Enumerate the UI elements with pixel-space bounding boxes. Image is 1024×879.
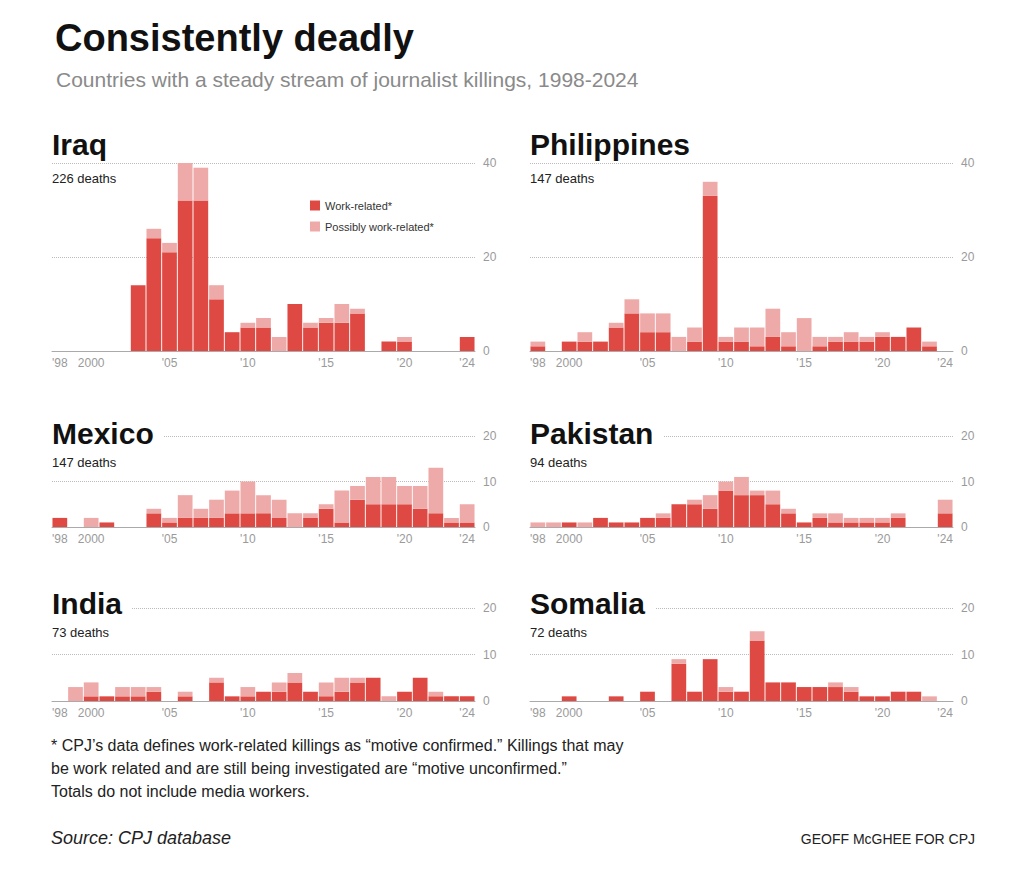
svg-text:'10: '10 — [240, 706, 256, 720]
svg-text:'10: '10 — [240, 356, 256, 370]
svg-text:Totals do not include media wo: Totals do not include media workers. — [51, 783, 310, 800]
svg-text:'15: '15 — [796, 706, 812, 720]
svg-text:20: 20 — [961, 429, 975, 443]
svg-text:'15: '15 — [796, 356, 812, 370]
svg-text:94 deaths: 94 deaths — [530, 455, 588, 470]
svg-text:2000: 2000 — [78, 706, 105, 720]
svg-text:Mexico: Mexico — [52, 417, 154, 450]
svg-text:* CPJ’s data defines work-rela: * CPJ’s data defines work-related killin… — [51, 737, 623, 754]
svg-text:'20: '20 — [875, 356, 891, 370]
svg-text:'98: '98 — [530, 356, 546, 370]
svg-text:'10: '10 — [718, 356, 734, 370]
svg-text:'98: '98 — [530, 532, 546, 546]
svg-text:Somalia: Somalia — [530, 587, 645, 620]
svg-text:Possibly work-related*: Possibly work-related* — [325, 221, 435, 233]
svg-text:'24: '24 — [937, 532, 953, 546]
svg-text:India: India — [52, 587, 122, 620]
svg-text:10: 10 — [483, 475, 497, 489]
svg-text:2000: 2000 — [78, 532, 105, 546]
svg-text:'24: '24 — [937, 356, 953, 370]
svg-text:Work-related*: Work-related* — [325, 200, 393, 212]
svg-text:'20: '20 — [397, 356, 413, 370]
svg-text:73 deaths: 73 deaths — [52, 625, 110, 640]
svg-text:'20: '20 — [875, 532, 891, 546]
svg-text:10: 10 — [961, 648, 975, 662]
svg-text:'20: '20 — [875, 706, 891, 720]
svg-text:2000: 2000 — [556, 356, 583, 370]
svg-text:'05: '05 — [640, 706, 656, 720]
svg-text:147 deaths: 147 deaths — [52, 455, 117, 470]
svg-text:20: 20 — [483, 601, 497, 615]
svg-text:0: 0 — [483, 520, 490, 534]
svg-text:'10: '10 — [718, 706, 734, 720]
svg-text:0: 0 — [483, 344, 490, 358]
svg-text:10: 10 — [961, 475, 975, 489]
svg-text:'05: '05 — [162, 706, 178, 720]
svg-text:'15: '15 — [318, 532, 334, 546]
svg-text:'98: '98 — [530, 706, 546, 720]
svg-text:20: 20 — [961, 250, 975, 264]
svg-text:be work related and are still: be work related and are still being inve… — [51, 760, 567, 777]
svg-text:Countries with a steady stream: Countries with a steady stream of journa… — [56, 68, 639, 91]
svg-text:'05: '05 — [640, 532, 656, 546]
svg-text:0: 0 — [961, 344, 968, 358]
svg-text:147 deaths: 147 deaths — [530, 171, 595, 186]
svg-text:'24: '24 — [459, 706, 475, 720]
svg-text:Source: CPJ database: Source: CPJ database — [51, 828, 231, 848]
svg-text:'24: '24 — [937, 706, 953, 720]
svg-text:20: 20 — [961, 601, 975, 615]
svg-text:'24: '24 — [459, 532, 475, 546]
svg-text:'15: '15 — [318, 706, 334, 720]
svg-text:2000: 2000 — [556, 532, 583, 546]
svg-text:'98: '98 — [52, 706, 68, 720]
svg-text:'10: '10 — [240, 532, 256, 546]
svg-text:40: 40 — [483, 156, 497, 170]
svg-text:20: 20 — [483, 429, 497, 443]
svg-text:2000: 2000 — [556, 706, 583, 720]
svg-text:Philippines: Philippines — [530, 128, 690, 161]
svg-text:'98: '98 — [52, 532, 68, 546]
svg-text:'05: '05 — [640, 356, 656, 370]
svg-text:'20: '20 — [397, 532, 413, 546]
svg-text:GEOFF McGHEE FOR CPJ: GEOFF McGHEE FOR CPJ — [801, 831, 975, 847]
svg-text:Consistently deadly: Consistently deadly — [55, 17, 414, 59]
svg-text:'05: '05 — [162, 356, 178, 370]
svg-text:Iraq: Iraq — [52, 128, 107, 161]
svg-text:'10: '10 — [718, 532, 734, 546]
svg-text:0: 0 — [483, 694, 490, 708]
svg-text:10: 10 — [483, 648, 497, 662]
svg-text:'15: '15 — [318, 356, 334, 370]
svg-text:'20: '20 — [397, 706, 413, 720]
svg-text:40: 40 — [961, 156, 975, 170]
svg-text:'98: '98 — [52, 356, 68, 370]
svg-text:20: 20 — [483, 250, 497, 264]
svg-text:'24: '24 — [459, 356, 475, 370]
svg-text:2000: 2000 — [78, 356, 105, 370]
svg-text:226 deaths: 226 deaths — [52, 171, 117, 186]
svg-text:0: 0 — [961, 694, 968, 708]
svg-text:0: 0 — [961, 520, 968, 534]
svg-text:72 deaths: 72 deaths — [530, 625, 588, 640]
svg-text:Pakistan: Pakistan — [530, 417, 653, 450]
svg-text:'05: '05 — [162, 532, 178, 546]
svg-text:'15: '15 — [796, 532, 812, 546]
